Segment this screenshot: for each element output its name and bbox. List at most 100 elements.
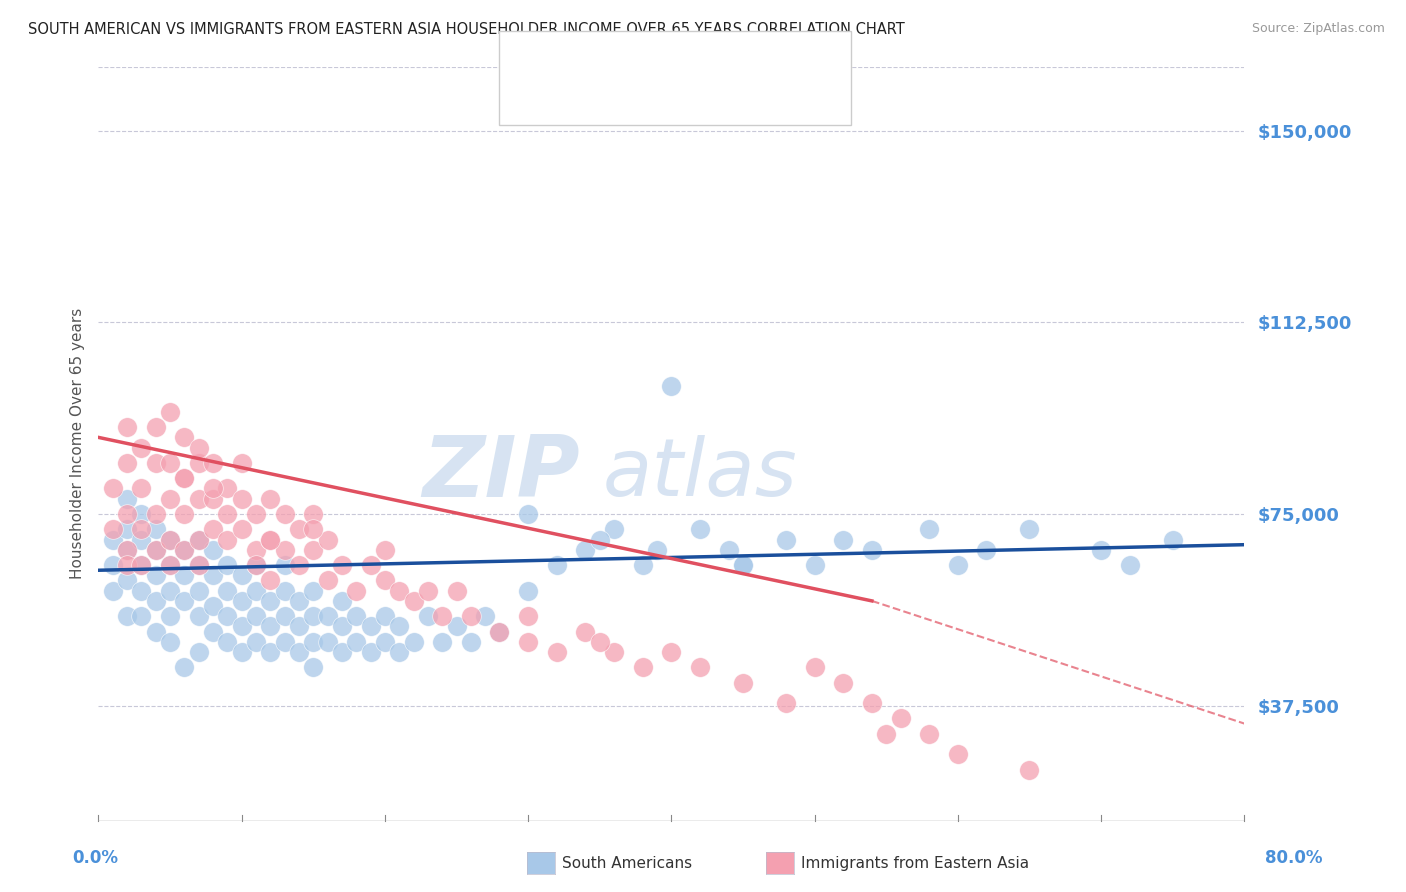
Point [173,542,195,557]
Point [731,558,754,573]
Text: R =: R = [557,85,595,103]
Point [159,491,181,506]
Point [1090,542,1112,557]
Point [330,558,353,573]
Point [115,609,138,624]
Point [288,619,311,633]
Text: R =: R = [557,52,595,70]
Point [589,634,612,648]
Point [259,491,281,506]
Point [288,594,311,608]
Point [187,441,209,455]
Point [388,619,411,633]
Point [245,542,267,557]
Point [159,533,181,547]
Point [131,507,153,521]
Point [131,609,153,624]
Point [217,558,239,573]
Point [245,558,267,573]
Point [288,558,311,573]
Point [187,533,209,547]
Point [603,645,626,659]
Point [661,379,683,393]
Point [574,624,596,639]
Point [388,645,411,659]
Point [360,645,382,659]
Point [402,634,425,648]
Text: 80.0%: 80.0% [1265,849,1322,867]
Point [173,507,195,521]
Point [145,624,167,639]
Point [231,456,253,470]
Point [832,533,855,547]
Point [603,522,626,536]
Point [217,507,239,521]
Point [131,558,153,573]
Point [302,542,325,557]
Point [344,583,367,598]
Point [202,491,225,506]
Point [302,522,325,536]
Point [645,542,668,557]
Point [374,542,396,557]
Point [330,645,353,659]
Point [488,624,510,639]
Point [173,542,195,557]
Point [173,660,195,674]
Point [173,471,195,485]
Point [775,533,797,547]
Point [202,522,225,536]
Point [731,558,754,573]
Point [101,583,124,598]
Point [316,533,339,547]
Point [245,558,267,573]
Point [918,727,941,741]
Point [187,533,209,547]
Point [202,599,225,613]
Point [145,594,167,608]
Point [131,482,153,496]
Point [131,441,153,455]
Point [187,491,209,506]
Text: 0.0%: 0.0% [73,849,118,867]
Point [1018,763,1040,777]
Point [302,583,325,598]
Point [159,634,181,648]
Point [173,594,195,608]
Point [173,471,195,485]
Point [187,558,209,573]
Point [416,609,439,624]
Point [115,542,138,557]
Point [217,482,239,496]
Point [344,634,367,648]
Point [245,634,267,648]
Point [202,624,225,639]
Point [1118,558,1140,573]
Point [259,594,281,608]
Point [517,634,540,648]
Point [145,522,167,536]
Point [402,594,425,608]
Point [145,542,167,557]
Point [173,568,195,582]
Point [689,522,711,536]
Point [259,645,281,659]
Point [202,482,225,496]
Point [446,619,468,633]
Point [187,583,209,598]
Point [159,558,181,573]
Point [187,558,209,573]
Point [474,609,496,624]
Point [416,583,439,598]
Point [976,542,998,557]
Text: 87: 87 [718,85,748,103]
Point [689,660,711,674]
Point [860,542,883,557]
Point [918,522,941,536]
Point [159,609,181,624]
Y-axis label: Householder Income Over 65 years: Householder Income Over 65 years [69,308,84,580]
Point [546,558,568,573]
Point [860,696,883,710]
Point [159,405,181,419]
Point [231,568,253,582]
